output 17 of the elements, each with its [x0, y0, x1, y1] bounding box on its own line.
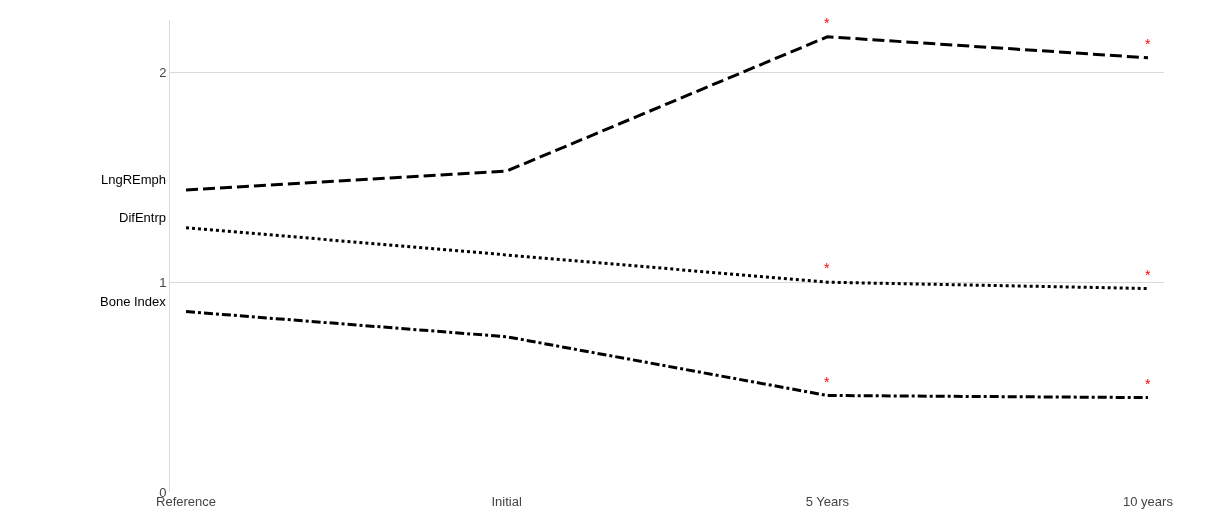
x-tick-label: 5 Years: [805, 494, 850, 509]
line-series: [184, 35, 1150, 192]
line-series: [184, 226, 1150, 291]
annotation: *: [1145, 376, 1151, 392]
series-label: LngREmph: [101, 172, 167, 187]
annotation: *: [1145, 267, 1151, 283]
annotation: *: [824, 260, 830, 276]
line-series: [184, 310, 1150, 400]
series-label: DifEntrp: [119, 210, 166, 225]
x-tick-label: 10 years: [1123, 494, 1174, 509]
y-tick-label: 1: [159, 274, 167, 290]
annotation: *: [824, 15, 830, 31]
series-label: Bone Index: [100, 294, 167, 309]
x-tick-label: Initial: [491, 494, 522, 509]
y-tick-label: 2: [159, 64, 167, 80]
annotation: *: [1145, 36, 1151, 52]
annotation: *: [824, 374, 830, 390]
